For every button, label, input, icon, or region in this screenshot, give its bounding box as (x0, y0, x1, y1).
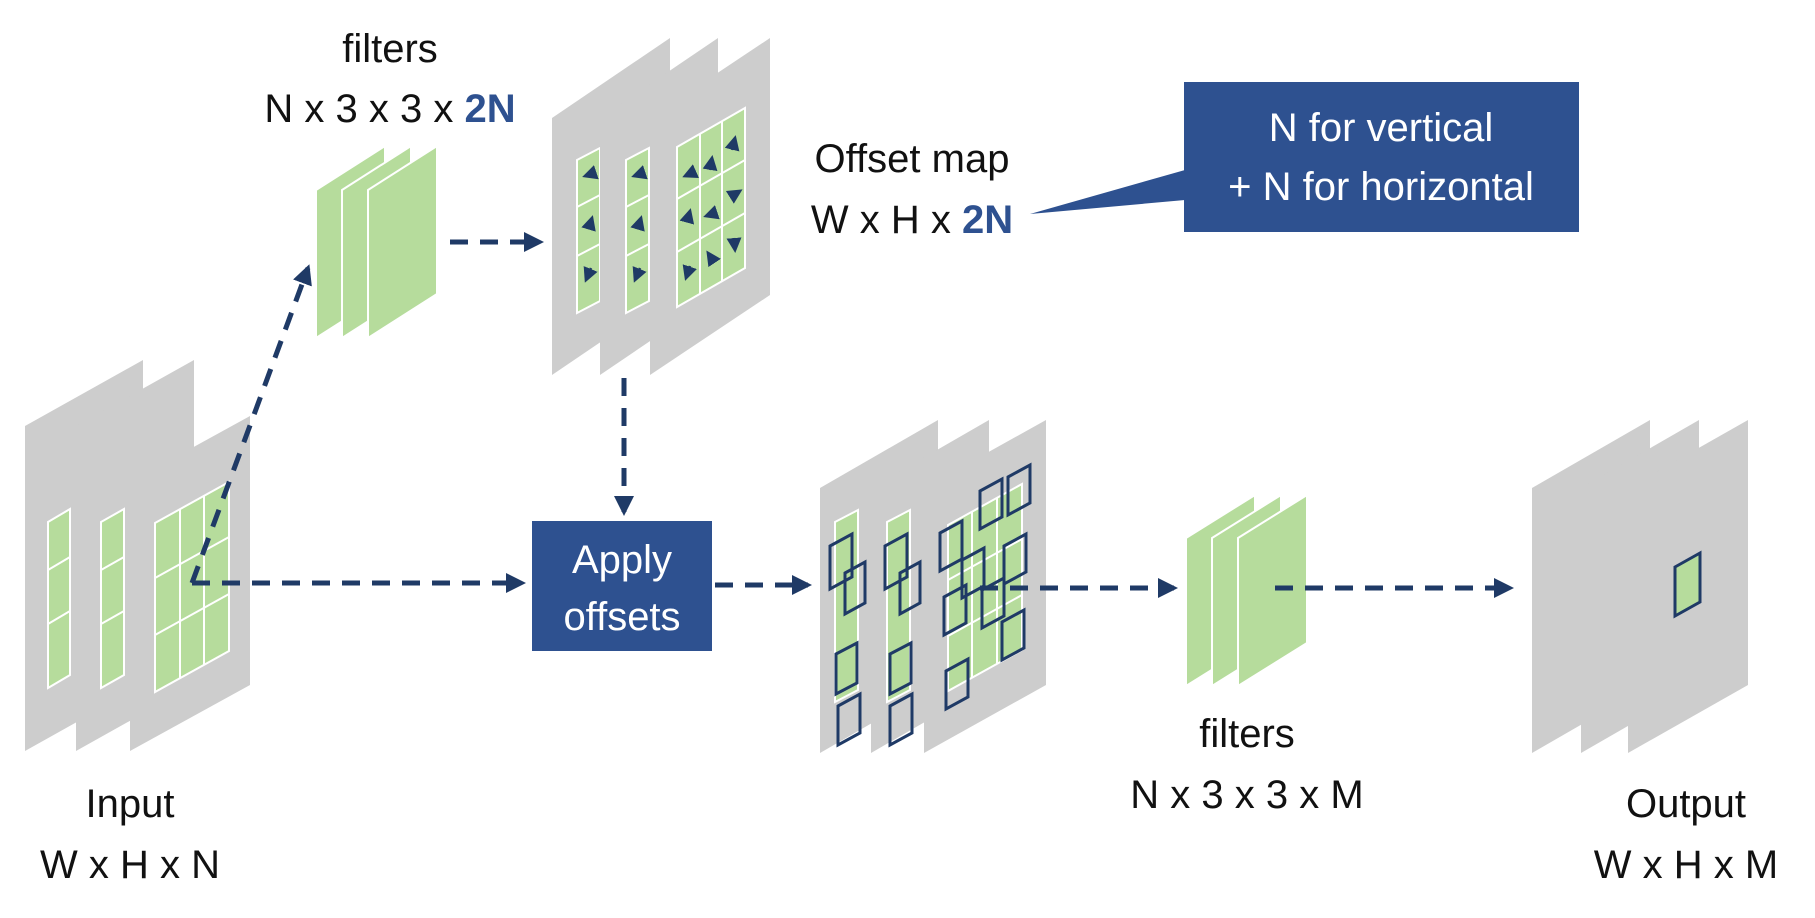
input-sheet-1-grid (47, 507, 71, 690)
filters-bottom-title: filters (1199, 712, 1295, 756)
arrow-left-icon (631, 165, 648, 180)
callout: N for vertical + N for horizontal (1030, 82, 1579, 232)
arrow-up-icon (630, 215, 645, 232)
apply-offsets-line1: Apply (572, 538, 672, 582)
callout-pointer (1030, 170, 1185, 214)
arrow-right-icon (725, 189, 743, 204)
arrow-up-icon (702, 155, 718, 172)
filters-top-dims: N x 3 x 3 x 2N (264, 87, 515, 131)
output-title: Output (1626, 782, 1746, 826)
apply-offsets-bg (532, 521, 712, 651)
bottom-filters-stack (1185, 493, 1308, 688)
arrow-up-icon (679, 208, 695, 225)
arrow-down-icon (583, 266, 598, 283)
offset-map-dims-emph: 2N (962, 198, 1013, 242)
filters-top-title: filters (342, 27, 438, 71)
offset-map-stack (552, 38, 770, 375)
callout-box (1184, 82, 1579, 232)
input-feature-stack (25, 360, 250, 751)
input-sheet-3-grid (154, 480, 230, 694)
output-feature-stack (1532, 420, 1748, 753)
arrow-down-icon (726, 237, 742, 253)
input-sheet-2-grid (100, 507, 125, 690)
callout-line1: N for vertical (1269, 106, 1494, 150)
arrow-left-icon (703, 205, 720, 220)
flow-arrows (189, 232, 1514, 598)
sampling-boxes (828, 462, 1032, 748)
output-dims: W x H x M (1594, 843, 1778, 887)
input-to-filters-arrow (189, 264, 312, 584)
apply-offsets-line2: offsets (563, 595, 680, 639)
offset-arrows (581, 135, 743, 283)
bottom-filter-3 (1237, 493, 1308, 688)
filters-top-dims-emph: 2N (464, 87, 515, 131)
output-pixel (1673, 550, 1702, 619)
arrow-left-icon (682, 164, 700, 178)
offset-map-title: Offset map (815, 137, 1010, 181)
top-filter-3 (367, 144, 438, 340)
offset-map-dims: W x H x 2N (811, 198, 1013, 242)
arrow-up-icon (724, 135, 740, 152)
top-filters-stack (315, 144, 438, 340)
input-title: Input (86, 782, 175, 826)
arrow-up-icon (581, 215, 596, 232)
arrow-down-icon (632, 266, 647, 283)
callout-line2: + N for horizontal (1228, 165, 1534, 209)
filters-bottom-dims: N x 3 x 3 x M (1130, 773, 1363, 817)
apply-offsets-box: Apply offsets (532, 521, 712, 651)
arrow-up-left-icon (706, 250, 721, 268)
arrow-left-icon (582, 165, 599, 180)
input-dims: W x H x N (40, 843, 220, 887)
arrow-down-icon (682, 264, 697, 281)
